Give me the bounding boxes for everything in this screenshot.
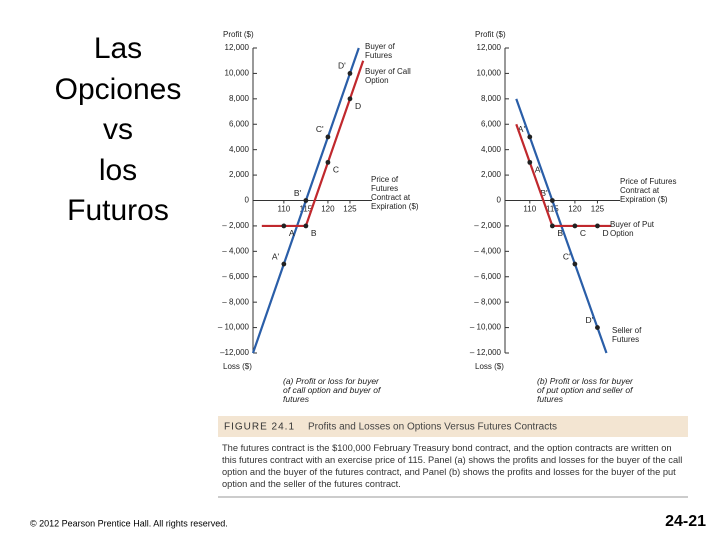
point-label: D: [602, 228, 608, 238]
point-label: A: [289, 228, 295, 238]
point-label: B: [311, 228, 317, 238]
data-point: [303, 198, 309, 203]
point-label: A: [535, 165, 541, 175]
x-tick-label: 120: [568, 205, 582, 214]
slide-title: Las Opciones vs los Futuros: [18, 29, 218, 232]
title-line: Las: [93, 32, 143, 65]
point-label: B': [540, 188, 548, 198]
panel-caption: (b) Profit or loss for buyer of put opti…: [537, 376, 633, 404]
series-name: Buyer of Call Option: [365, 67, 411, 85]
y-tick-label: – 4,000: [222, 246, 249, 255]
point-label: D': [585, 315, 593, 325]
x-annotation: Price of Futures Contract at Expiration …: [620, 177, 677, 204]
x-annotation: Price of Futures Contract at Expiration …: [371, 175, 419, 211]
y-tick-label: 2,000: [229, 170, 250, 179]
point-label: D: [355, 101, 361, 111]
point-label: B': [294, 188, 302, 198]
series-line: [515, 98, 608, 354]
x-tick-label: 125: [591, 205, 605, 214]
figure-title: Profits and Losses on Options Versus Fut…: [308, 422, 557, 433]
x-tick-label: 120: [321, 205, 335, 214]
y-tick-label: – 6,000: [222, 272, 249, 281]
y-label-bottom: Loss ($): [475, 362, 504, 371]
y-tick-label: 8,000: [229, 94, 250, 103]
y-tick-label: – 4,000: [474, 246, 501, 255]
point-label: C': [316, 124, 324, 134]
data-point: [527, 159, 533, 165]
data-point: [595, 223, 600, 229]
y-label-top: Profit ($): [223, 30, 254, 39]
y-tick-label: –12,000: [220, 348, 249, 357]
y-label-bottom: Loss ($): [223, 362, 252, 371]
data-point: [549, 198, 555, 203]
point-label: A': [518, 124, 526, 134]
data-point: [347, 96, 353, 102]
y-tick-label: 10,000: [477, 69, 502, 78]
data-point: [303, 223, 309, 229]
figure-label: FIGURE 24.1: [224, 422, 295, 433]
y-tick-label: 2,000: [481, 170, 502, 179]
point-label: C: [580, 228, 586, 238]
y-label-top: Profit ($): [475, 30, 506, 39]
data-point: [572, 223, 578, 229]
series-name: Buyer of Put Option: [610, 220, 655, 238]
x-tick-label: 110: [277, 205, 290, 214]
y-tick-label: – 12,000: [470, 348, 502, 357]
point-label: C': [563, 251, 571, 261]
page-number: 24-21: [665, 513, 706, 530]
y-tick-label: 8,000: [481, 94, 502, 103]
title-line: Futuros: [67, 194, 169, 227]
point-label: B: [557, 228, 563, 238]
x-tick-label: 115: [300, 205, 313, 214]
y-tick-label: 0: [245, 196, 250, 205]
y-tick-label: 6,000: [481, 119, 502, 128]
series-line: [251, 47, 360, 354]
y-tick-label: – 8,000: [222, 297, 249, 306]
x-tick-label: 125: [343, 205, 357, 214]
data-point: [549, 223, 555, 229]
point-label: A': [272, 251, 280, 261]
point-label: D': [338, 61, 346, 71]
figure-caption: The futures contract is the $100,000 Feb…: [222, 443, 683, 489]
y-tick-label: 10,000: [225, 69, 250, 78]
y-tick-label: – 10,000: [470, 323, 502, 332]
panel-caption: (a) Profit or loss for buyer of call opt…: [283, 376, 381, 404]
y-tick-label: 6,000: [229, 119, 250, 128]
figure-band: [218, 416, 688, 437]
y-tick-label: 4,000: [229, 145, 250, 154]
y-tick-label: 12,000: [225, 43, 250, 52]
data-point: [572, 261, 578, 267]
footer: © 2012 Pearson Prentice Hall. All rights…: [30, 518, 228, 528]
series-name: Buyer of Futures: [365, 42, 395, 60]
y-tick-label: – 10,000: [218, 323, 250, 332]
data-point: [281, 261, 287, 267]
y-tick-label: – 6,000: [474, 272, 501, 281]
data-point: [595, 325, 600, 330]
x-tick-label: 115: [546, 205, 559, 214]
data-point: [527, 134, 533, 140]
x-tick-label: 110: [523, 205, 536, 214]
y-tick-label: 12,000: [477, 43, 502, 52]
series-name: Seller of Futures: [612, 326, 642, 344]
y-tick-label: 4,000: [481, 145, 502, 154]
title-line: los: [98, 153, 138, 187]
series-line: [261, 60, 365, 228]
data-point: [325, 159, 331, 165]
y-tick-label: 0: [497, 196, 502, 205]
title-line: Opciones: [54, 72, 182, 106]
y-tick-label: – 8,000: [474, 297, 501, 306]
point-label: C: [333, 165, 339, 175]
data-point: [347, 71, 353, 76]
y-tick-label: – 2,000: [474, 221, 501, 230]
data-point: [281, 223, 287, 229]
data-point: [325, 134, 331, 140]
y-tick-label: – 2,000: [222, 221, 249, 230]
title-line: vs: [103, 113, 133, 146]
